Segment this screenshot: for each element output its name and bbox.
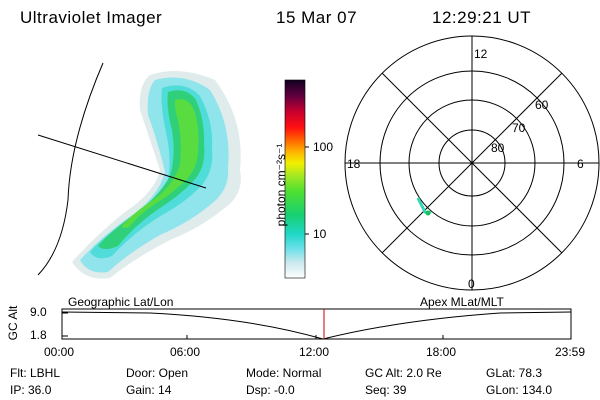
mlt-label-6: 6 (577, 157, 584, 171)
timeline-ytick-1-8: 1.8 (30, 328, 47, 342)
polar-grid (344, 35, 600, 291)
terminator-line (37, 134, 207, 189)
lat-label-70: 70 (512, 121, 526, 135)
colorbar-unit-label: photon cm⁻²s⁻¹ (274, 143, 288, 227)
info-mode: Mode: Normal (246, 366, 322, 380)
info-gc-alt: GC Alt: 2.0 Re (365, 366, 442, 380)
mlt-label-12: 12 (474, 47, 488, 61)
timeline-xtick-2359: 23:59 (555, 345, 586, 359)
info-glon: GLon: 134.0 (486, 383, 553, 397)
timeline-xtick-1800: 18:00 (426, 345, 457, 359)
timeline-xtick-1200: 12:00 (299, 345, 330, 359)
timeline-left-title: Geographic Lat/Lon (68, 295, 174, 309)
time-label: 12:29:21 UT (432, 8, 532, 27)
timeline-ytick-9: 9.0 (30, 305, 47, 319)
info-ip: IP: 36.0 (10, 383, 52, 397)
timeline-right-title: Apex MLat/MLT (420, 295, 504, 309)
colorbar (284, 79, 306, 279)
earth-limb-arc (37, 62, 104, 276)
info-seq: Seq: 39 (365, 383, 407, 397)
colorbar-label-10: 10 (313, 227, 327, 241)
info-door: Door: Open (126, 366, 189, 380)
timeline-plot (61, 308, 572, 340)
lat-label-80: 80 (491, 141, 505, 155)
date-label: 15 Mar 07 (276, 8, 358, 27)
info-gain: Gain: 14 (126, 383, 172, 397)
info-filter: Flt: LBHL (10, 366, 61, 380)
info-dsp: Dsp: -0.0 (246, 383, 295, 397)
timeline-ylabel: GC Alt (6, 305, 20, 341)
instrument-title: Ultraviolet Imager (20, 8, 163, 27)
polar-aurora-point (425, 210, 431, 216)
lat-label-60: 60 (535, 98, 549, 112)
timeline-xtick-0000: 00:00 (44, 345, 75, 359)
info-glat: GLat: 78.3 (486, 366, 543, 380)
mlt-label-18: 18 (347, 157, 361, 171)
mlt-label-0: 0 (468, 277, 475, 291)
timeline-xtick-0600: 06:00 (170, 345, 201, 359)
colorbar-label-100: 100 (313, 140, 334, 154)
auroral-oval-image (72, 71, 241, 279)
